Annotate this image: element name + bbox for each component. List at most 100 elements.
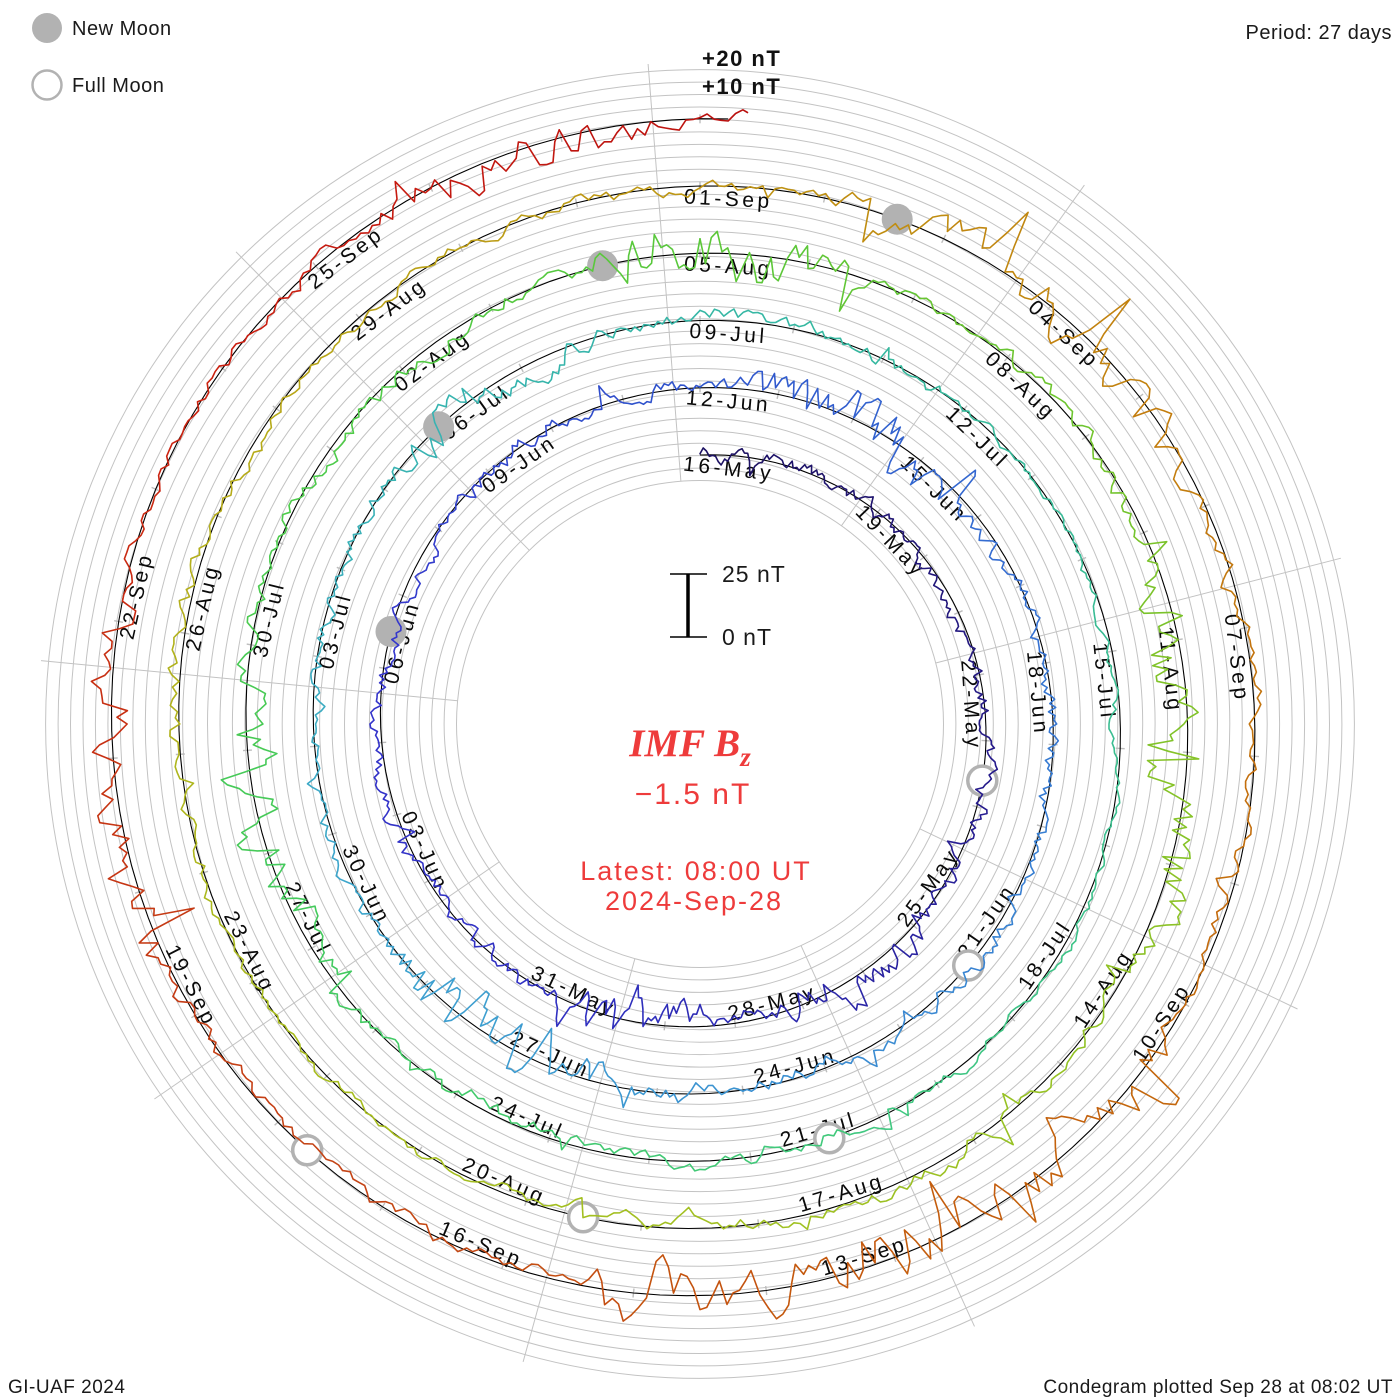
bz-trace-segment	[316, 568, 344, 658]
radial-gridline	[800, 945, 975, 1327]
grid-circle	[306, 330, 1094, 1118]
bz-trace-segment	[699, 447, 763, 477]
spiral-date-label: 25-May	[893, 844, 965, 931]
bz-trace-segment	[306, 745, 329, 837]
bz-trace-segment	[167, 631, 181, 756]
grid-circle	[70, 94, 1330, 1354]
bz-trace-segment	[341, 486, 386, 571]
bz-trace-segment	[630, 1254, 769, 1317]
center-annotations: IMF Bz −1.5 nT Latest: 08:00 UT 2024-Sep…	[580, 722, 812, 916]
bz-trace-segment	[276, 450, 339, 543]
radial-gridline	[522, 958, 636, 1363]
bz-trace-segment	[200, 872, 253, 984]
spiral-date-label: 05-Aug	[683, 252, 773, 281]
bz-trace-segment	[174, 753, 206, 875]
bz-trace-segment	[1080, 558, 1110, 654]
bz-trace-segment	[1007, 826, 1047, 905]
bz-trace-segment	[281, 1117, 387, 1203]
spiral-date-label: 03-Jun	[396, 808, 453, 895]
bz-trace-segment	[97, 757, 145, 892]
bz-trace-segment	[362, 246, 462, 324]
full-moon-icon	[31, 69, 63, 101]
bz-trace-segment	[417, 977, 499, 1042]
bz-trace-segment	[699, 179, 827, 199]
bz-trace-segment	[767, 1236, 893, 1320]
bz-trace-segment	[1129, 867, 1187, 973]
bz-trace-segment	[750, 1129, 851, 1165]
period-label: Period: 27 days	[1246, 22, 1392, 44]
bz-trace-segment	[655, 1082, 744, 1104]
bz-trace-segment	[761, 453, 825, 478]
moon-markers	[290, 203, 999, 1234]
bz-trace-segment	[872, 513, 921, 565]
bz-trace-segment	[1011, 349, 1094, 433]
bz-trace-segment	[1246, 626, 1263, 757]
latest-date-label: 2024-Sep-28	[605, 886, 783, 916]
bz-trace-segment	[376, 1027, 460, 1094]
grid-circle	[119, 143, 1281, 1305]
bz-trace-segment	[130, 889, 196, 1017]
bz-trace-segment	[871, 1138, 974, 1203]
bz-trace-segment	[1040, 662, 1060, 746]
current-value: −1.5 nT	[635, 778, 752, 811]
bz-trace-segment	[370, 912, 426, 991]
bz-trace-segment	[848, 1082, 937, 1136]
grid-circle	[57, 81, 1343, 1367]
bz-trace-segment	[490, 1023, 573, 1077]
radial-gridline	[647, 63, 682, 482]
bz-trace-segment	[1074, 843, 1106, 942]
plus20-nt-label: +20 nT	[702, 46, 781, 71]
bz-trace-segment	[591, 233, 701, 284]
bz-trace-segment	[1133, 535, 1183, 641]
bz-trace-segment	[666, 997, 735, 1027]
bz-trace-segment	[236, 644, 267, 751]
bz-trace-segment	[558, 116, 701, 152]
bz-trace-segment	[935, 1014, 1010, 1084]
bz-trace-segment	[962, 903, 1017, 974]
grid-circle	[194, 218, 1206, 1230]
plus10-nt-label: +10 nT	[702, 74, 781, 99]
bz-trace-segment	[648, 1153, 753, 1172]
bz-trace-segment	[823, 475, 874, 519]
bz-trace-segment	[742, 1062, 825, 1092]
bz-trace-segment	[310, 655, 326, 747]
spiral-date-label: 26-Aug	[182, 562, 225, 654]
grid-circle	[431, 455, 969, 993]
radial-gridline	[840, 184, 1085, 527]
spiral-date-label: 30-Jul	[249, 578, 290, 659]
bz-trace-segment	[1047, 298, 1151, 390]
latest-time-label: Latest: 08:00 UT	[580, 856, 812, 886]
bz-trace-segment	[1215, 755, 1257, 880]
grid-circle	[406, 430, 994, 1018]
quantity-title: IMF Bz	[628, 722, 751, 772]
bz-trace-segment	[369, 667, 389, 744]
bz-trace-segment	[178, 514, 216, 633]
bz-trace-segment	[90, 623, 134, 760]
bz-trace-segment	[822, 1028, 902, 1068]
bz-trace-segment	[891, 1180, 1011, 1275]
scale-top-label: 25 nT	[722, 561, 786, 587]
bz-trace-segment	[527, 983, 596, 1028]
bz-trace-segment	[1089, 430, 1136, 538]
grid-circle	[356, 380, 1044, 1068]
bz-trace-segment	[1102, 747, 1121, 846]
bz-trace-segment	[121, 490, 161, 625]
bz-trace-segment	[1107, 1003, 1187, 1115]
grid-circle	[219, 243, 1181, 1205]
spiral-date-label: 02-Aug	[390, 326, 475, 397]
bz-trace-segment	[574, 186, 701, 201]
spiral-date-label: 17-Aug	[796, 1169, 888, 1217]
scale-bottom-label: 0 nT	[722, 624, 772, 650]
bz-trace-segment	[416, 1153, 528, 1202]
bz-trace-segment	[384, 598, 411, 670]
bz-trace-segment	[824, 191, 949, 243]
bz-trace-segment	[385, 1200, 505, 1266]
bz-trace-segment	[429, 878, 479, 941]
bz-trace-segment	[699, 109, 749, 122]
bz-trace-segment	[157, 365, 221, 492]
plotted-time-label: Condegram plotted Sep 28 at 08:02 UT	[1043, 1377, 1393, 1398]
bz-trace-segment	[457, 1089, 553, 1133]
nt-scale-bar: 25 nT 0 nT	[670, 561, 786, 650]
bz-trace-segment	[757, 1195, 873, 1230]
